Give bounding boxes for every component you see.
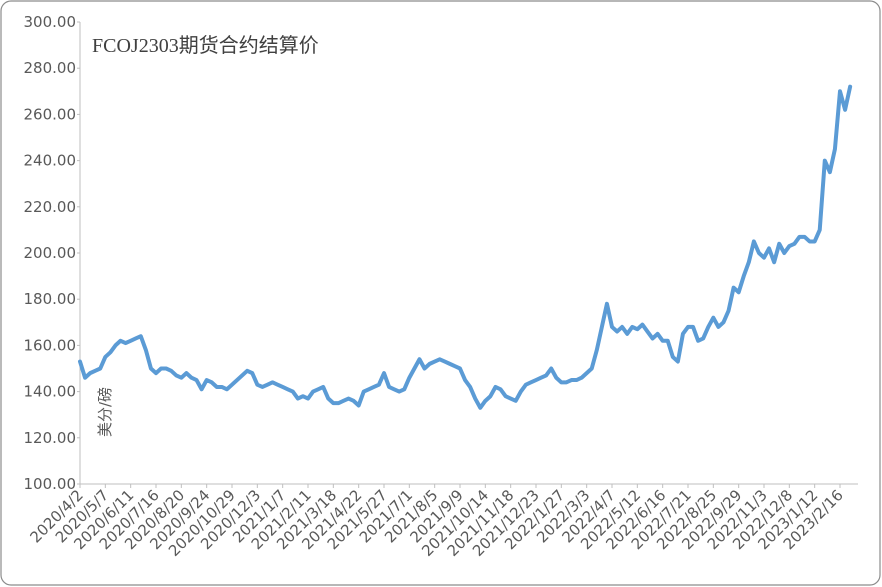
y-tick-label: 100.00 [24, 475, 77, 493]
y-axis-label: 美分/磅 [96, 387, 114, 437]
y-tick-label: 120.00 [24, 429, 77, 447]
y-tick-label: 240.00 [24, 152, 77, 170]
y-tick-label: 300.00 [24, 13, 77, 31]
y-tick-label: 280.00 [24, 59, 77, 77]
y-tick-label: 200.00 [24, 244, 77, 262]
chart-title: FCOJ2303期货合约结算价 [92, 34, 319, 57]
y-tick-label: 180.00 [24, 290, 77, 308]
y-tick-label: 220.00 [24, 198, 77, 216]
y-tick-label: 140.00 [24, 383, 77, 401]
price-line [78, 84, 853, 410]
y-tick-label: 160.00 [24, 336, 77, 354]
y-tick-label: 260.00 [24, 105, 77, 123]
